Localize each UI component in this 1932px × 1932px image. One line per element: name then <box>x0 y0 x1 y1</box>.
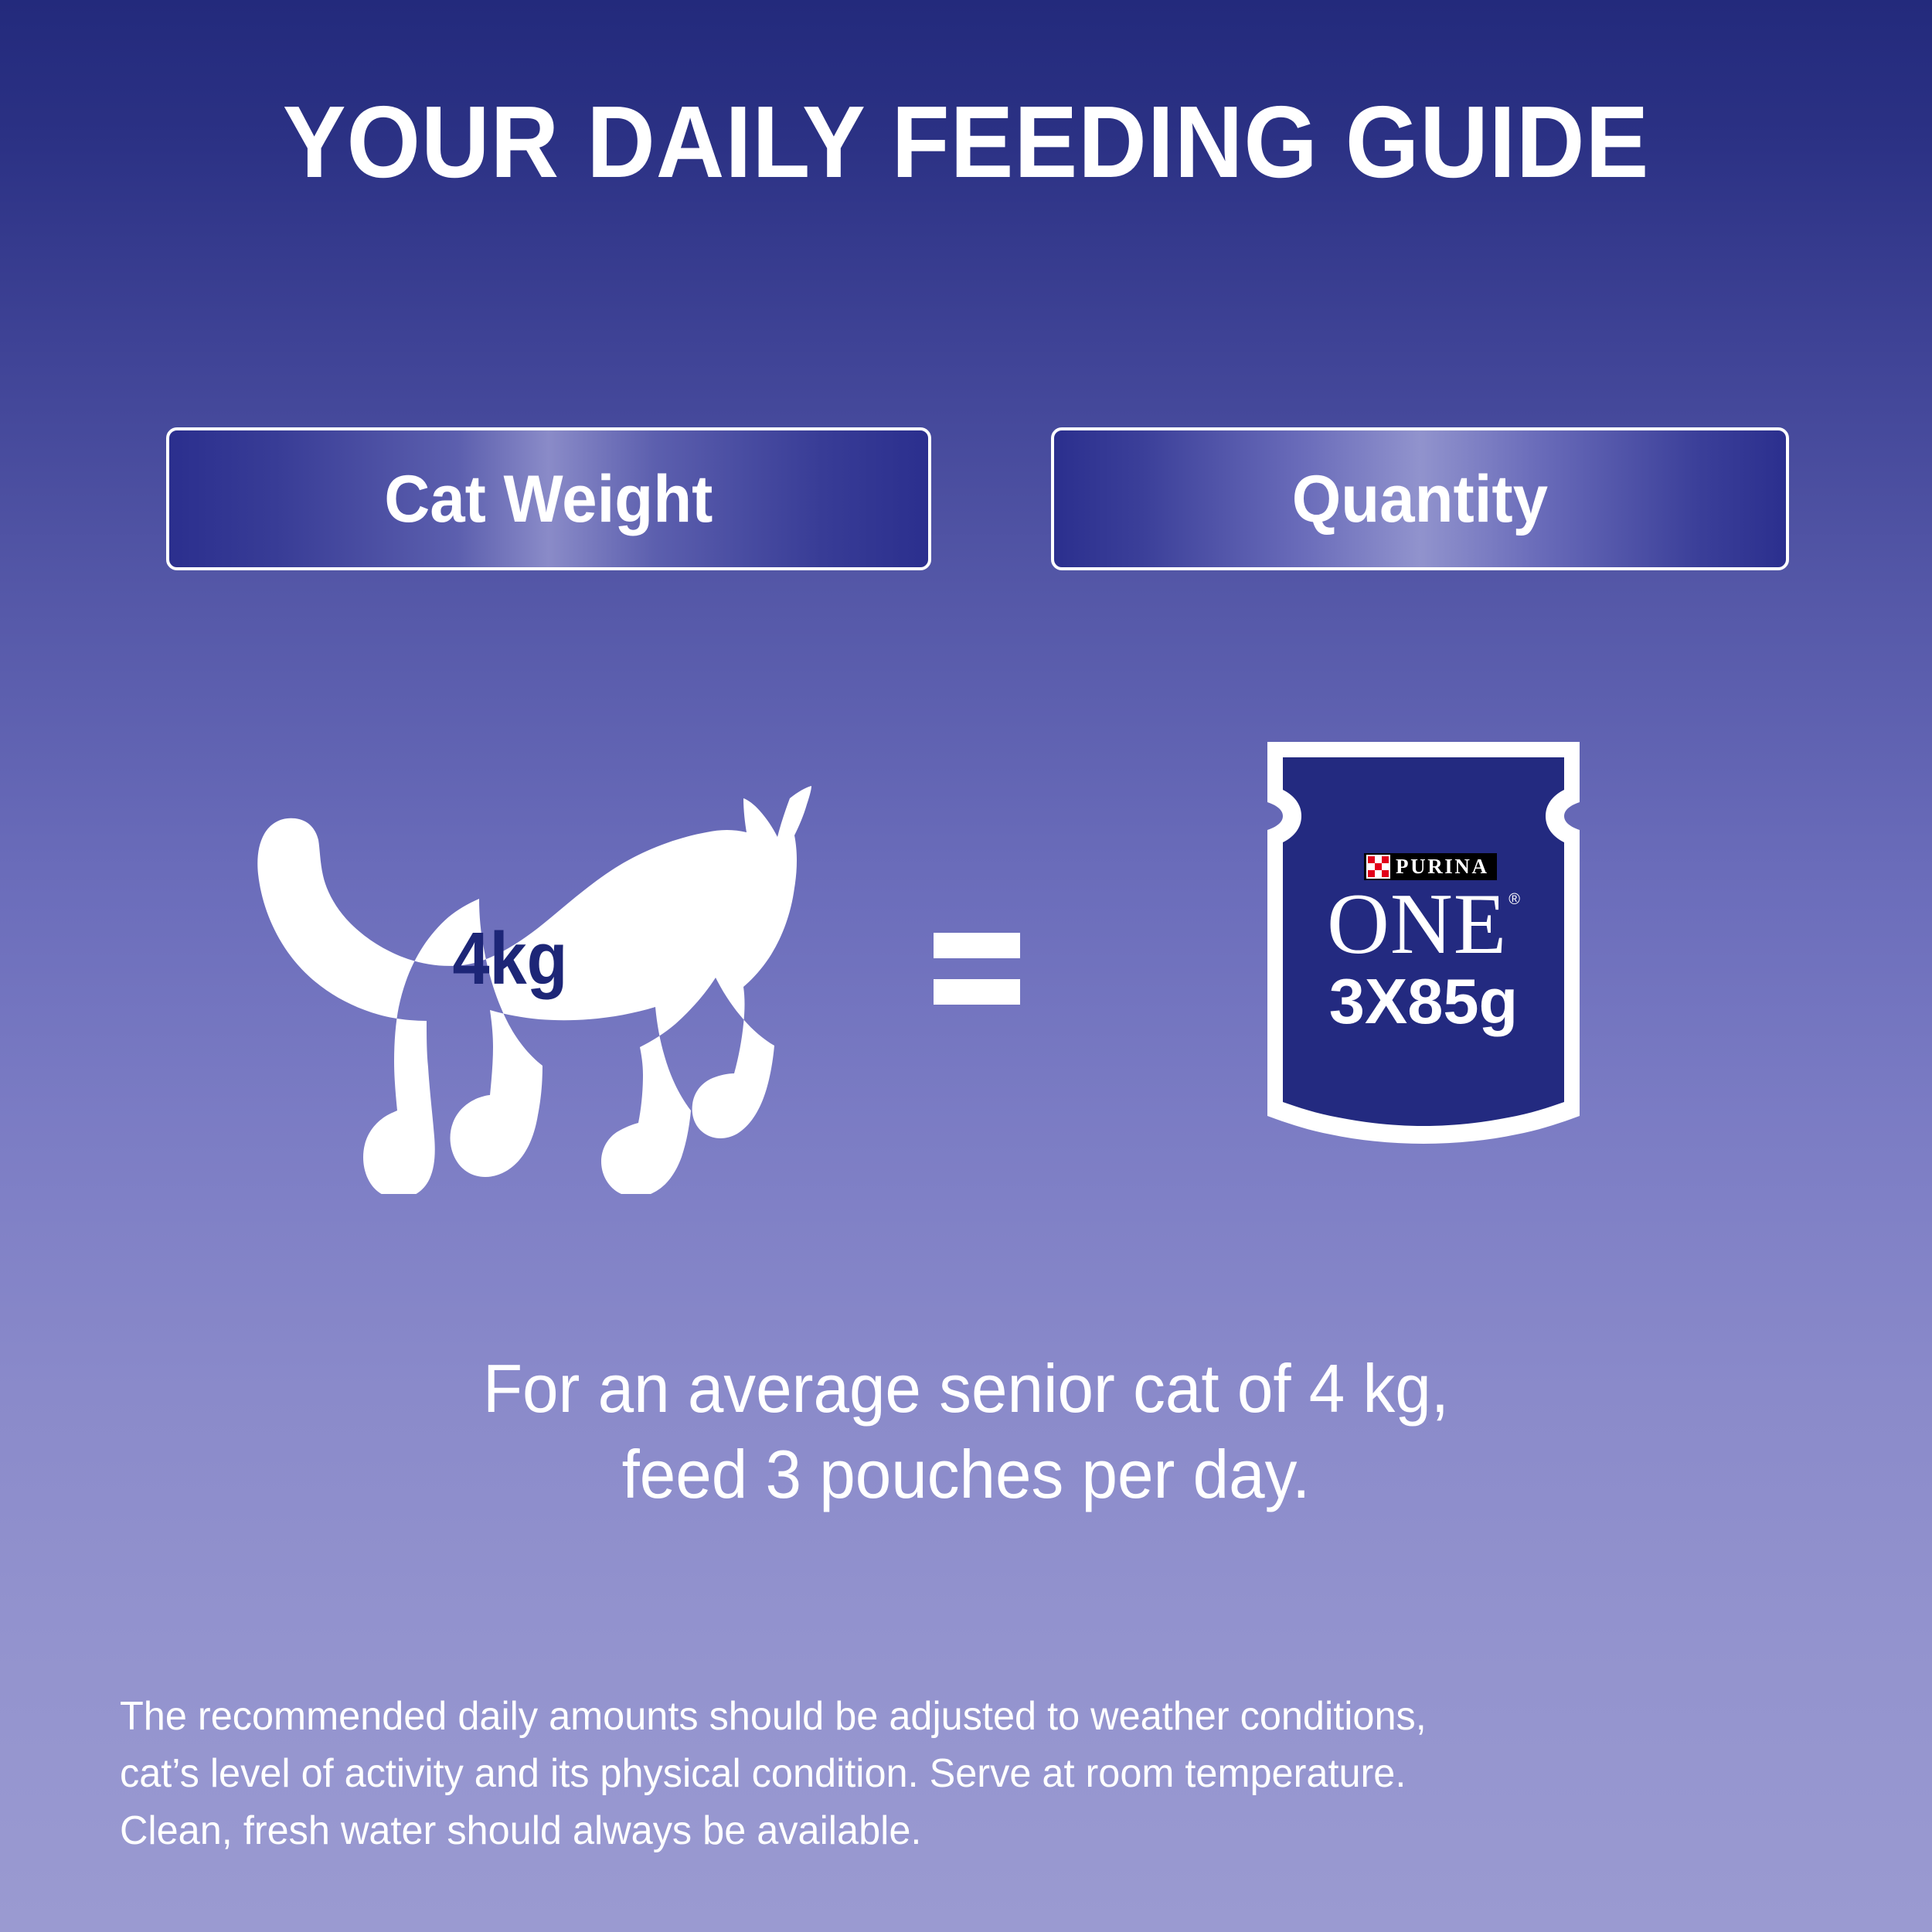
purina-wordmark: PURINA <box>1396 855 1489 878</box>
disclaimer-text: The recommended daily amounts should be … <box>120 1689 1784 1859</box>
feeding-statement: For an average senior cat of 4 kg, feed … <box>232 1346 1700 1518</box>
equals-icon <box>934 933 1020 1027</box>
cat-silhouette-group: 4kg <box>116 784 904 1194</box>
equals-bar-top <box>934 933 1020 958</box>
quantity-header-label: Quantity <box>1291 461 1549 536</box>
one-wordmark: ONE <box>1327 876 1508 972</box>
page-title: YOUR DAILY FEEDING GUIDE <box>282 85 1650 199</box>
purina-checkerboard-icon <box>1366 855 1390 879</box>
feeding-statement-line-2: feed 3 pouches per day. <box>621 1435 1311 1512</box>
product-pouch: PURINA ONE ® 3X85g <box>1261 736 1586 1178</box>
disclaimer-line-1: The recommended daily amounts should be … <box>120 1694 1427 1739</box>
disclaimer-line-2: cat’s level of activity and its physical… <box>120 1750 1406 1796</box>
column-header-quantity: Quantity <box>1051 427 1789 570</box>
column-header-cat-weight: Cat Weight <box>166 427 931 570</box>
disclaimer-line-3: Clean, fresh water should always be avai… <box>120 1808 922 1853</box>
pouch-shape-icon <box>1267 742 1580 1144</box>
registered-trademark-icon: ® <box>1509 891 1520 908</box>
equals-bar-bottom <box>934 979 1020 1005</box>
pouch-quantity-value: 3X85g <box>1328 965 1519 1037</box>
cat-silhouette-icon <box>257 786 811 1194</box>
one-logo: ONE ® <box>1261 881 1586 968</box>
cat-weight-header-label: Cat Weight <box>384 461 713 536</box>
feeding-statement-line-1: For an average senior cat of 4 kg, <box>482 1350 1450 1427</box>
purina-logo: PURINA <box>1364 853 1497 880</box>
cat-weight-value: 4kg <box>452 917 568 1000</box>
